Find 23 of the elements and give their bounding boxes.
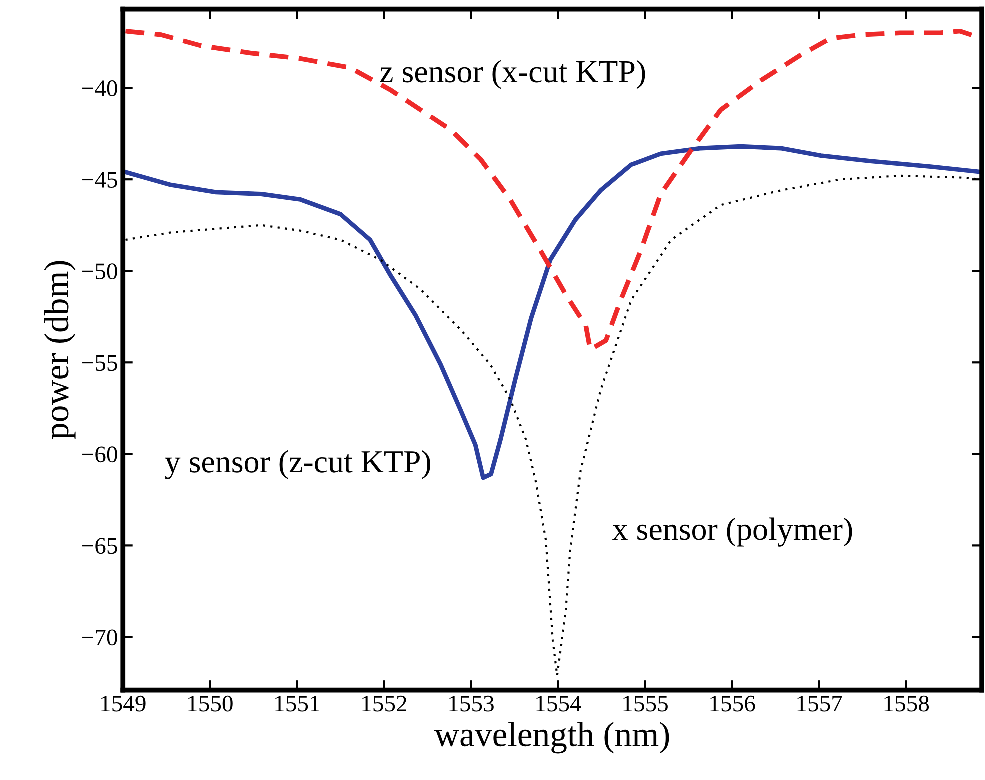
y-axis-title: power (dbm) [44,261,76,440]
y-tick-label: −40 [82,80,118,96]
x-tick-label: 1549 [102,696,146,712]
x-tick-label: 1554 [536,696,582,712]
y-tick-label: −45 [82,172,118,188]
x-tick-label: 1550 [188,696,233,712]
y-tick-label: −60 [82,446,118,463]
annotation: y sensor (z-cut KTP) [165,450,430,480]
x-tick-label: 1555 [624,696,668,712]
y-tick-label: −55 [82,355,118,372]
annotation: x sensor (polymer) [612,518,852,547]
annotation: z sensor (x-cut KTP) [380,60,646,90]
x-tick-label: 1558 [884,696,930,712]
y-tick-label: −70 [82,630,118,646]
x-tick-label: 1552 [362,696,407,712]
y-tick-label: −50 [82,264,118,280]
x-tick-label: 1557 [798,696,842,712]
x-tick-label: 1553 [450,696,494,712]
y-tick-label: −65 [82,538,118,554]
x-tick-label: 1556 [710,696,756,712]
x-tick-label: 1551 [276,696,320,712]
x-axis-title: wavelength (nm) [434,722,670,754]
line-series [124,144,982,480]
